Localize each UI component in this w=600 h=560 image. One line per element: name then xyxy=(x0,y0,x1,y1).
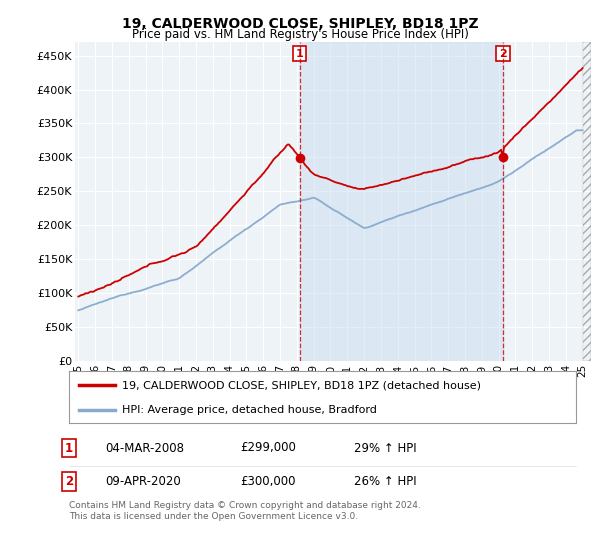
Text: 26% ↑ HPI: 26% ↑ HPI xyxy=(354,475,416,488)
Text: £300,000: £300,000 xyxy=(240,475,296,488)
Text: Price paid vs. HM Land Registry's House Price Index (HPI): Price paid vs. HM Land Registry's House … xyxy=(131,28,469,41)
Text: Contains HM Land Registry data © Crown copyright and database right 2024.
This d: Contains HM Land Registry data © Crown c… xyxy=(69,501,421,521)
Text: 2: 2 xyxy=(65,475,73,488)
Text: 29% ↑ HPI: 29% ↑ HPI xyxy=(354,441,416,455)
Bar xyxy=(300,42,503,361)
Text: HPI: Average price, detached house, Bradford: HPI: Average price, detached house, Brad… xyxy=(122,405,377,415)
Text: 1: 1 xyxy=(65,441,73,455)
Bar xyxy=(583,42,591,361)
Text: 19, CALDERWOOD CLOSE, SHIPLEY, BD18 1PZ: 19, CALDERWOOD CLOSE, SHIPLEY, BD18 1PZ xyxy=(122,17,478,31)
Text: 09-APR-2020: 09-APR-2020 xyxy=(105,475,181,488)
Text: 2: 2 xyxy=(499,49,507,59)
Text: 04-MAR-2008: 04-MAR-2008 xyxy=(105,441,184,455)
Text: £299,000: £299,000 xyxy=(240,441,296,455)
Text: 1: 1 xyxy=(296,49,304,59)
Text: 19, CALDERWOOD CLOSE, SHIPLEY, BD18 1PZ (detached house): 19, CALDERWOOD CLOSE, SHIPLEY, BD18 1PZ … xyxy=(122,380,481,390)
